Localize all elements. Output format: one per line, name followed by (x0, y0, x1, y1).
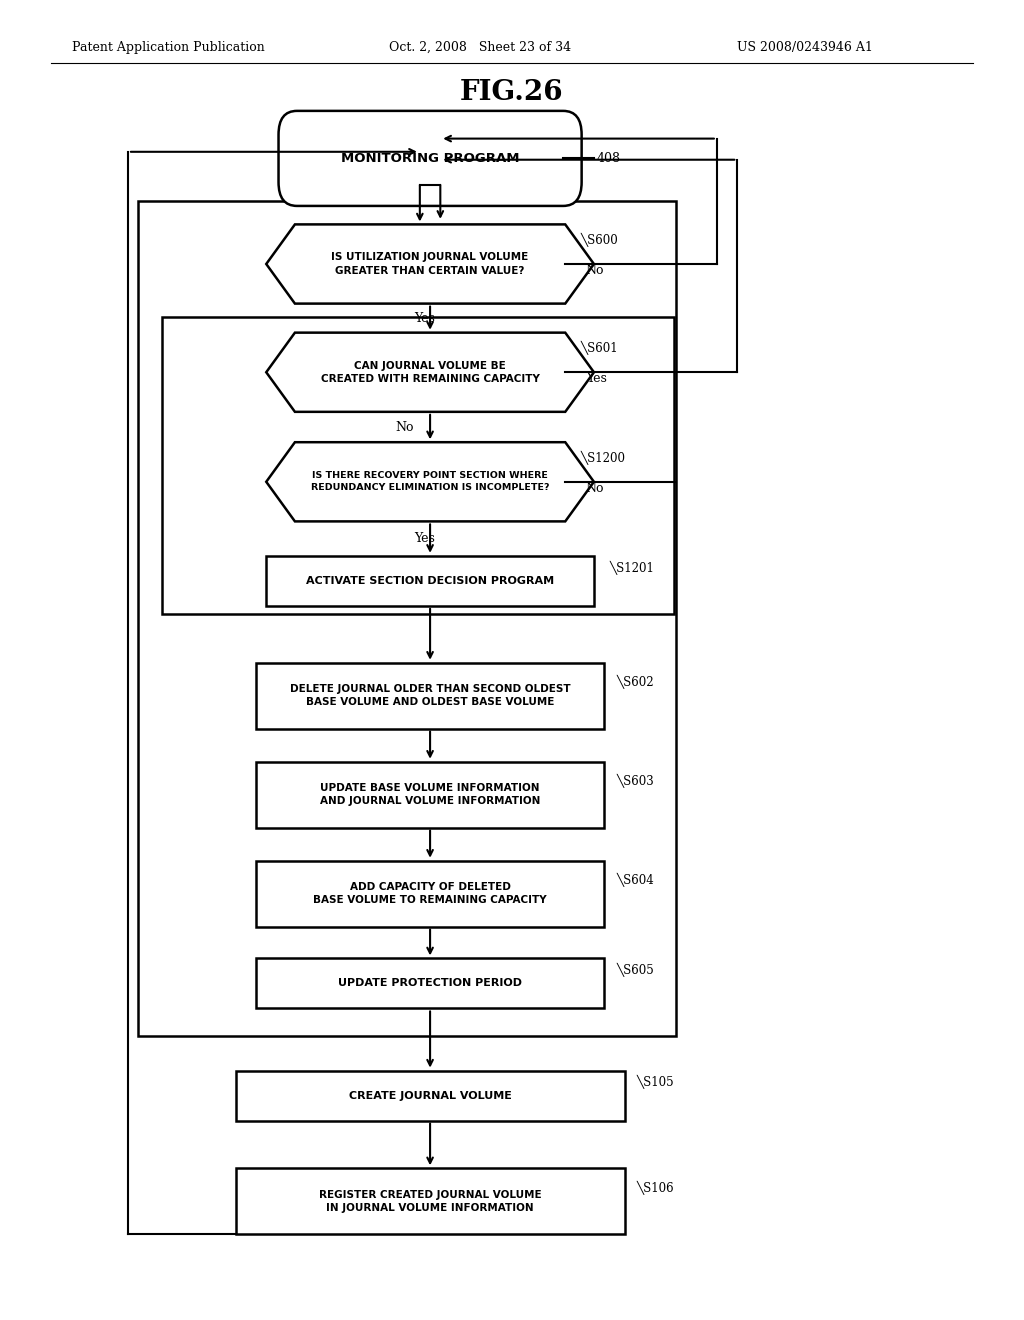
Text: 408: 408 (597, 152, 621, 165)
Bar (236, 1071, 625, 1121)
Text: UPDATE PROTECTION PERIOD: UPDATE PROTECTION PERIOD (338, 978, 522, 989)
Bar (256, 762, 604, 828)
Text: CAN JOURNAL VOLUME BE
CREATED WITH REMAINING CAPACITY: CAN JOURNAL VOLUME BE CREATED WITH REMAI… (321, 360, 540, 384)
Text: No: No (395, 421, 414, 433)
Bar (256, 958, 604, 1008)
Bar (266, 556, 594, 606)
Polygon shape (266, 224, 594, 304)
Text: UPDATE BASE VOLUME INFORMATION
AND JOURNAL VOLUME INFORMATION: UPDATE BASE VOLUME INFORMATION AND JOURN… (319, 783, 541, 807)
Text: Patent Application Publication: Patent Application Publication (72, 41, 264, 54)
Bar (256, 663, 604, 729)
Text: ╲S605: ╲S605 (616, 964, 654, 977)
Text: ╲S1201: ╲S1201 (609, 561, 654, 574)
Text: REGISTER CREATED JOURNAL VOLUME
IN JOURNAL VOLUME INFORMATION: REGISTER CREATED JOURNAL VOLUME IN JOURN… (318, 1189, 542, 1213)
Text: FIG.26: FIG.26 (460, 79, 564, 106)
Text: ╲S604: ╲S604 (616, 874, 654, 887)
Bar (256, 861, 604, 927)
Text: No: No (586, 264, 604, 277)
Text: ADD CAPACITY OF DELETED
BASE VOLUME TO REMAINING CAPACITY: ADD CAPACITY OF DELETED BASE VOLUME TO R… (313, 882, 547, 906)
Bar (138, 201, 676, 1036)
Text: ╲S603: ╲S603 (616, 775, 654, 788)
Text: IS UTILIZATION JOURNAL VOLUME
GREATER THAN CERTAIN VALUE?: IS UTILIZATION JOURNAL VOLUME GREATER TH… (332, 252, 528, 276)
Polygon shape (266, 333, 594, 412)
Bar (162, 317, 674, 614)
Text: IS THERE RECOVERY POINT SECTION WHERE
REDUNDANCY ELIMINATION IS INCOMPLETE?: IS THERE RECOVERY POINT SECTION WHERE RE… (311, 471, 549, 492)
Text: ╲S602: ╲S602 (616, 676, 654, 689)
Text: ╲S601: ╲S601 (581, 342, 618, 355)
Text: DELETE JOURNAL OLDER THAN SECOND OLDEST
BASE VOLUME AND OLDEST BASE VOLUME: DELETE JOURNAL OLDER THAN SECOND OLDEST … (290, 684, 570, 708)
FancyBboxPatch shape (279, 111, 582, 206)
Text: ╲S105: ╲S105 (637, 1076, 675, 1089)
Text: CREATE JOURNAL VOLUME: CREATE JOURNAL VOLUME (348, 1090, 512, 1101)
Text: MONITORING PROGRAM: MONITORING PROGRAM (341, 152, 519, 165)
Text: US 2008/0243946 A1: US 2008/0243946 A1 (737, 41, 873, 54)
Text: ╲S1200: ╲S1200 (581, 451, 626, 465)
Bar (236, 1168, 625, 1234)
Text: Yes: Yes (415, 312, 435, 325)
Text: No: No (586, 482, 604, 495)
Text: ACTIVATE SECTION DECISION PROGRAM: ACTIVATE SECTION DECISION PROGRAM (306, 576, 554, 586)
Polygon shape (266, 442, 594, 521)
Text: Yes: Yes (415, 532, 435, 545)
Text: ╲S600: ╲S600 (581, 234, 618, 247)
Text: Oct. 2, 2008   Sheet 23 of 34: Oct. 2, 2008 Sheet 23 of 34 (389, 41, 571, 54)
Text: Yes: Yes (586, 372, 606, 385)
Text: ╲S106: ╲S106 (637, 1181, 675, 1195)
